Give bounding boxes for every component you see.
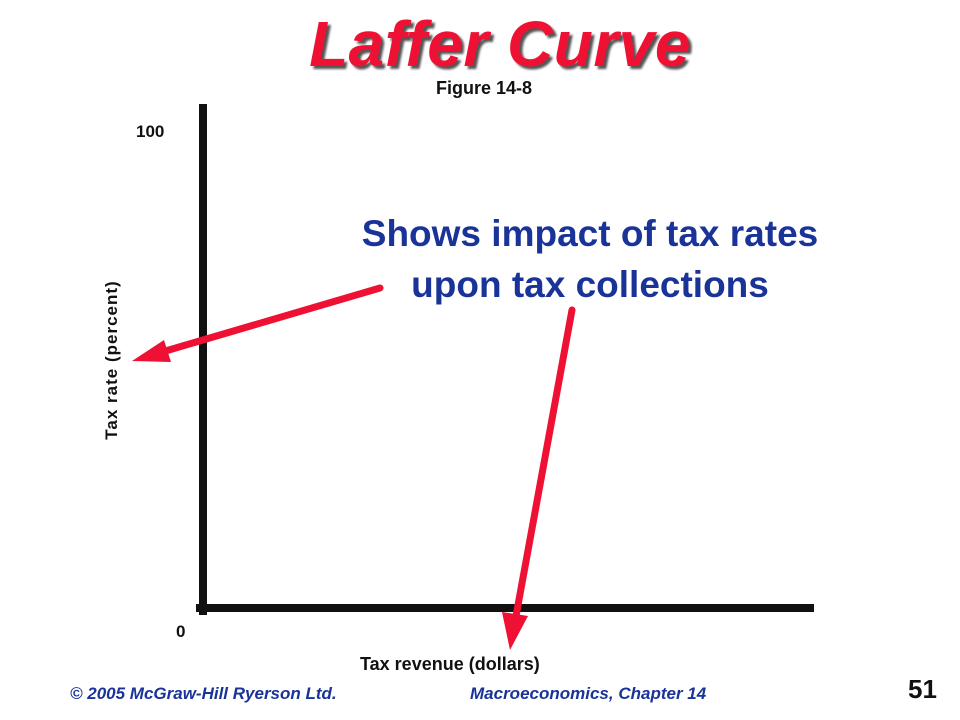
arrow-to-x-axis-head (502, 612, 528, 650)
y-tick-label-100: 100 (136, 122, 165, 141)
y-axis-label: Tax rate (percent) (102, 280, 121, 440)
figure-label: Figure 14-8 (435, 78, 533, 98)
arrow-to-y-axis-head (132, 340, 171, 362)
footer-copyright: © 2005 McGraw-Hill Ryerson Ltd. (70, 684, 337, 703)
arrow-to-x-axis (502, 306, 576, 650)
arrow-to-x-axis-shaft (512, 306, 576, 620)
x-axis-label: Tax revenue (dollars) (360, 654, 540, 674)
page-number: 51 (908, 674, 937, 704)
annotation-line-2: upon tax collections (411, 264, 769, 305)
annotation-line-1: Shows impact of tax rates (361, 213, 819, 254)
footer-course: Macroeconomics, Chapter 14 (470, 684, 707, 703)
slide-title: Laffer Curve (309, 8, 691, 80)
arrow-to-y-axis-shaft (158, 284, 384, 356)
arrow-to-y-axis (132, 284, 384, 362)
annotation-text: Shows impact of tax rates upon tax colle… (300, 208, 880, 310)
y-tick-label-0: 0 (176, 622, 186, 641)
